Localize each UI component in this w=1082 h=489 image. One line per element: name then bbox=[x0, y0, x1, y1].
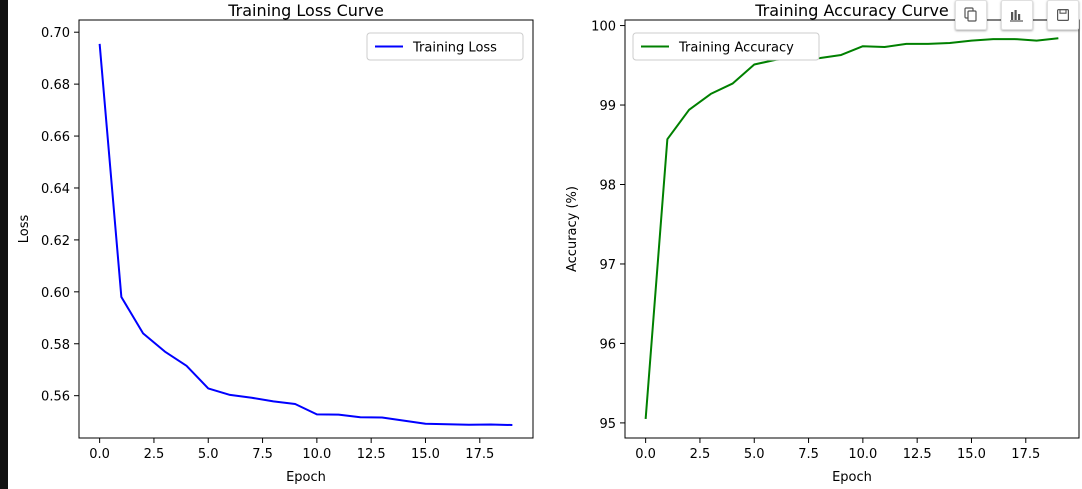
x-tick-label: 15.0 bbox=[957, 447, 986, 462]
legend-box bbox=[632, 32, 820, 61]
y-tick-label: 99 bbox=[599, 99, 616, 114]
x-tick-label: 2.5 bbox=[144, 447, 165, 462]
y-tick-label: 0.64 bbox=[41, 182, 70, 197]
legend-box bbox=[366, 32, 524, 61]
legend-label: Training Loss bbox=[412, 41, 497, 56]
left-edge-strip bbox=[0, 0, 8, 489]
y-tick-label: 0.62 bbox=[41, 234, 70, 249]
x-tick-label: 17.5 bbox=[1011, 447, 1040, 462]
x-tick-label: 12.5 bbox=[903, 447, 932, 462]
x-tick-label: 0.0 bbox=[89, 447, 110, 462]
output-toolbar bbox=[955, 0, 1079, 30]
y-tick-label: 0.56 bbox=[41, 390, 70, 405]
y-tick-label: 96 bbox=[599, 337, 616, 352]
x-tick-label: 10.0 bbox=[302, 447, 331, 462]
series-line bbox=[644, 37, 1059, 420]
y-tick-label: 0.60 bbox=[41, 286, 70, 301]
x-tick-label: 17.5 bbox=[465, 447, 494, 462]
x-axis-label: Epoch bbox=[832, 470, 872, 485]
x-axis-label: Epoch bbox=[286, 470, 326, 485]
x-tick-label: 0.0 bbox=[635, 447, 656, 462]
y-axis-label: Accuracy (%) bbox=[565, 186, 580, 272]
x-tick-label: 5.0 bbox=[198, 447, 219, 462]
x-tick-label: 10.0 bbox=[848, 447, 877, 462]
y-axis-label: Loss bbox=[17, 215, 32, 244]
series-line bbox=[98, 43, 513, 427]
y-tick-label: 0.70 bbox=[41, 26, 70, 41]
y-tick-label: 95 bbox=[599, 417, 616, 432]
save-icon bbox=[1057, 9, 1069, 21]
plot-frame bbox=[78, 19, 534, 439]
plot-frame bbox=[624, 19, 1080, 439]
x-tick-label: 2.5 bbox=[690, 447, 711, 462]
bar-chart-icon bbox=[1010, 10, 1023, 22]
x-tick-label: 7.5 bbox=[798, 447, 819, 462]
y-tick-label: 97 bbox=[599, 258, 616, 273]
chart-view-button[interactable] bbox=[1001, 0, 1033, 30]
y-tick-label: 100 bbox=[591, 20, 616, 35]
legend-label: Training Accuracy bbox=[678, 41, 794, 56]
y-tick-label: 0.66 bbox=[41, 130, 70, 145]
chart-title: Training Accuracy Curve bbox=[754, 1, 949, 20]
copy-icon bbox=[964, 7, 977, 22]
x-tick-label: 12.5 bbox=[357, 447, 386, 462]
save-button[interactable] bbox=[1047, 0, 1079, 30]
copy-button[interactable] bbox=[955, 0, 987, 30]
y-tick-label: 98 bbox=[599, 178, 616, 193]
y-tick-label: 0.58 bbox=[41, 338, 70, 353]
y-tick-label: 0.68 bbox=[41, 78, 70, 93]
x-tick-label: 5.0 bbox=[744, 447, 765, 462]
x-tick-label: 7.5 bbox=[252, 447, 273, 462]
x-tick-label: 15.0 bbox=[411, 447, 440, 462]
chart-title: Training Loss Curve bbox=[227, 1, 384, 20]
